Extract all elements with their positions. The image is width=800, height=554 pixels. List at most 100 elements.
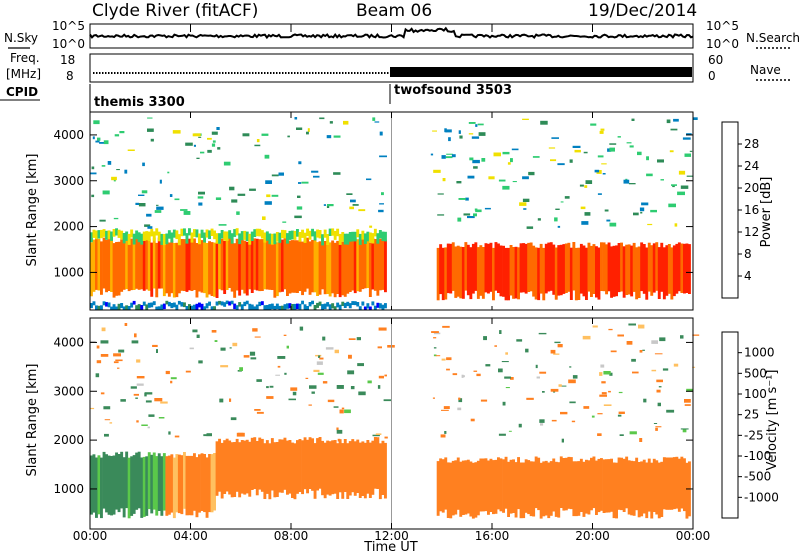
velocity-cell (625, 456, 629, 509)
power-echo (172, 130, 181, 134)
power-cell (321, 304, 324, 310)
velocity-echo (628, 323, 636, 326)
velocity-cell (152, 452, 156, 510)
velocity-echo (666, 409, 675, 413)
power-cell (193, 238, 196, 290)
power-cell (308, 302, 312, 307)
power-echo (207, 137, 212, 140)
velocity-cell (95, 457, 98, 518)
velocity-echo (498, 433, 506, 436)
velocity-cell (155, 456, 159, 516)
power-cell (341, 232, 345, 242)
power-echo (468, 122, 476, 124)
velocity-echo (109, 422, 113, 424)
power-echo (609, 222, 617, 227)
power-cell (190, 305, 194, 310)
velocity-cell (235, 438, 239, 492)
velocity-echo (572, 375, 578, 379)
velocity-cell (384, 442, 387, 499)
power-echo (207, 149, 212, 153)
power-cell (265, 305, 269, 310)
power-echo (617, 136, 621, 138)
velocity-cell (499, 458, 503, 512)
date-title: 19/Dec/2014 (588, 1, 697, 21)
power-cell (476, 247, 480, 299)
power-cell (514, 246, 518, 299)
velocity-echo (90, 407, 95, 410)
power-cell (373, 305, 377, 310)
power-cell (293, 303, 297, 310)
velocity-echo (147, 426, 150, 429)
velocity-cell (532, 461, 536, 517)
power-echo (511, 148, 519, 151)
power-cell (238, 241, 242, 296)
velocity-cell (376, 437, 380, 489)
velocity-echo (100, 392, 105, 395)
power-cell (281, 239, 284, 292)
power-cell (366, 237, 370, 288)
power-echo (557, 163, 565, 166)
power-cell (336, 228, 340, 237)
power-echo (432, 130, 437, 132)
power-cell (220, 238, 224, 291)
velocity-echo (639, 438, 643, 442)
velocity-cell (504, 456, 508, 509)
velocity-cell (316, 438, 319, 491)
velocity-echo (569, 366, 572, 368)
power-cell (454, 246, 458, 298)
velocity-echo (505, 387, 510, 389)
power-echo (599, 130, 604, 134)
power-cell (183, 228, 186, 236)
power-cell (122, 233, 126, 244)
power-cell (562, 244, 566, 294)
power-cell (185, 239, 189, 292)
velocity-cell (311, 438, 314, 491)
power-cell (527, 242, 531, 292)
power-cell (499, 245, 503, 297)
velocity-cell (130, 456, 134, 516)
velocity-echo (160, 401, 168, 404)
power-cell (255, 238, 259, 291)
power-cell (235, 228, 239, 236)
noise-left-label: N.Sky (4, 31, 38, 45)
power-echo (444, 128, 447, 133)
power-echo (481, 158, 486, 162)
power-echo (150, 138, 154, 142)
power-cell (102, 237, 106, 289)
power-cell (487, 243, 490, 294)
power-cell (313, 305, 317, 310)
power-echo (366, 178, 372, 181)
velocity-cell (137, 451, 141, 509)
power-echo (475, 124, 478, 127)
power-echo (261, 133, 269, 136)
power-cell (150, 228, 154, 237)
velocity-cell (562, 458, 566, 511)
power-cell (172, 229, 176, 238)
power-cell (436, 247, 440, 301)
power-colorbar: 28 24 20 16 12 8 4 (721, 121, 759, 299)
velocity-cell (280, 439, 284, 493)
velocity-echo (485, 364, 491, 367)
power-echo (430, 153, 434, 156)
velocity-cell (677, 458, 681, 512)
power-cell (286, 303, 289, 309)
power-cell (298, 239, 302, 291)
power-cell (318, 230, 322, 239)
power-echo (657, 159, 664, 163)
power-cell (311, 239, 314, 293)
velocity-echo (103, 406, 111, 410)
power-cell (321, 234, 324, 246)
power-echo (550, 159, 557, 162)
velocity-echo (682, 429, 687, 433)
velocity-echo (100, 340, 109, 344)
velocity-echo (133, 393, 139, 396)
power-echo (451, 154, 456, 158)
power-cell (333, 306, 337, 310)
velocity-echo (232, 342, 238, 347)
velocity-echo (518, 423, 522, 428)
velocity-echo (609, 372, 613, 376)
power-cbar-tick-label: 4 (744, 269, 752, 283)
velocity-echo (504, 376, 511, 379)
velocity-echo (206, 433, 212, 437)
velocity-cell (90, 455, 93, 515)
